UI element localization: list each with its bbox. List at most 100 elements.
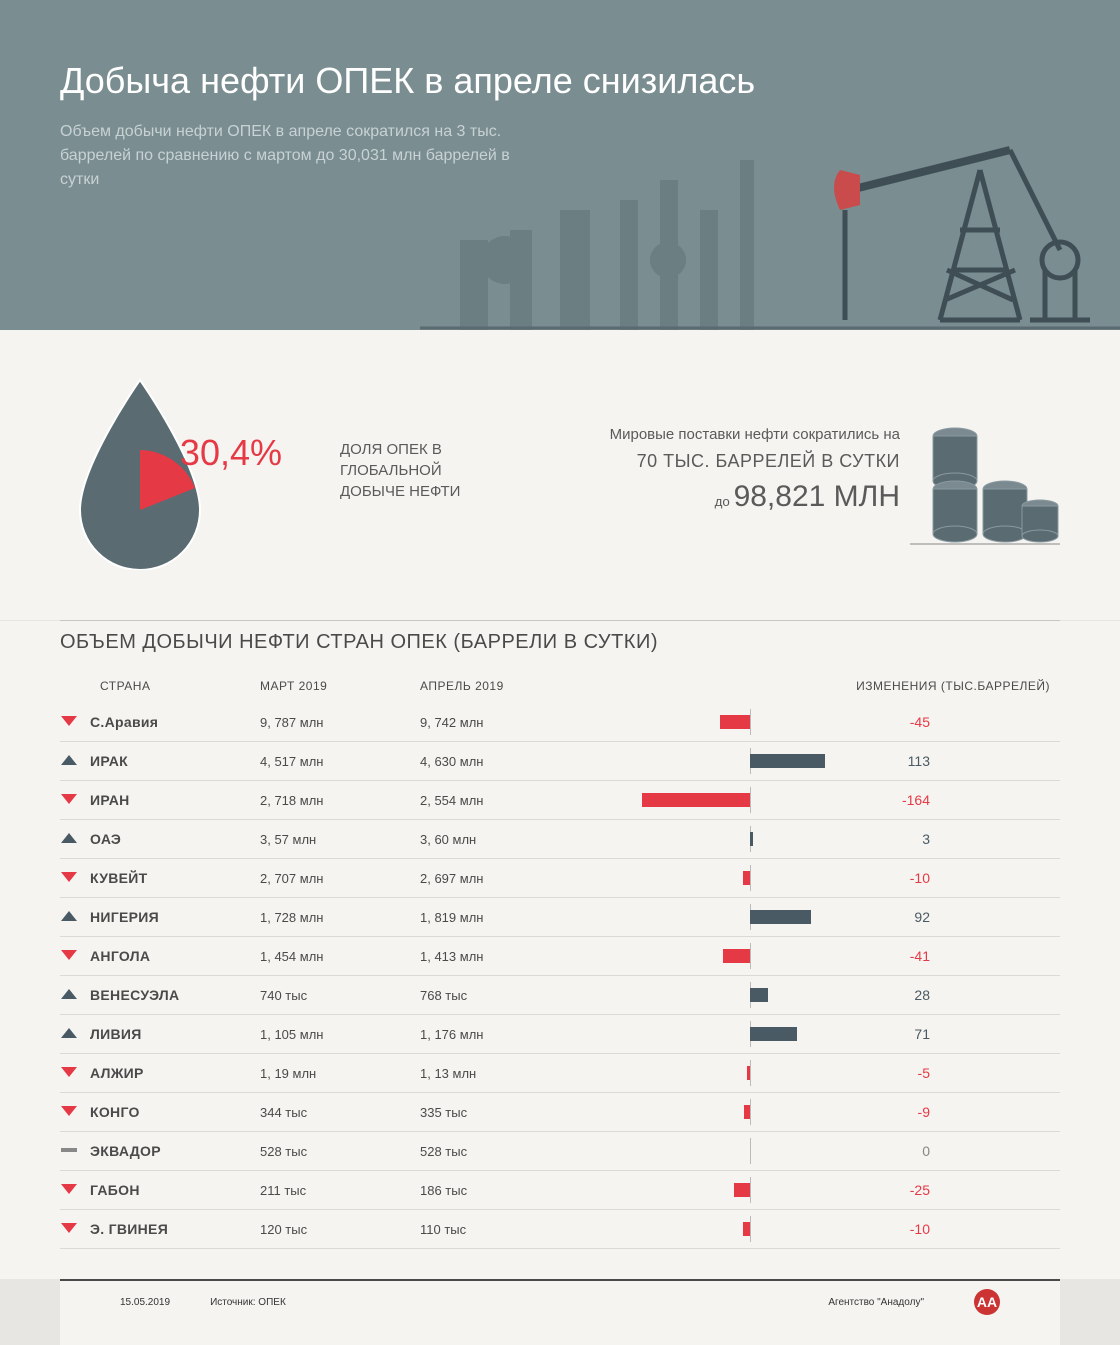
delta-value: 3: [860, 831, 940, 847]
delta-value: -10: [860, 870, 940, 886]
country-name: ВЕНЕСУЭЛА: [90, 987, 179, 1003]
delta-bar: [580, 869, 860, 887]
country-name: ЭКВАДОР: [90, 1143, 161, 1159]
trend-arrow-icon: [60, 1065, 78, 1082]
delta-bar: [580, 986, 860, 1004]
delta-bar: [580, 791, 860, 809]
table-header-row: СТРАНА МАРТ 2019 АПРЕЛЬ 2019 ИЗМЕНЕНИЯ (…: [60, 679, 1060, 703]
country-cell: ИРАК: [60, 753, 260, 770]
delta-value: -25: [860, 1182, 940, 1198]
april-value: 1, 13 млн: [420, 1066, 580, 1081]
trend-arrow-icon: [60, 870, 78, 887]
country-cell: ЭКВАДОР: [60, 1143, 260, 1160]
delta-value: 71: [860, 1026, 940, 1042]
april-value: 2, 697 млн: [420, 871, 580, 886]
table-row: ИРАН 2, 718 млн 2, 554 млн -164: [60, 781, 1060, 820]
col-country: СТРАНА: [60, 679, 260, 693]
delta-bar: [580, 947, 860, 965]
table-row: ЭКВАДОР 528 тыс 528 тыс 0: [60, 1132, 1060, 1171]
april-value: 528 тыс: [420, 1144, 580, 1159]
table-row: КОНГО 344 тыс 335 тыс -9: [60, 1093, 1060, 1132]
march-value: 3, 57 млн: [260, 832, 420, 847]
april-value: 1, 413 млн: [420, 949, 580, 964]
country-name: ЛИВИЯ: [90, 1026, 142, 1042]
country-name: АЛЖИР: [90, 1065, 144, 1081]
delta-bar: [580, 1103, 860, 1121]
delta-bar: [580, 1181, 860, 1199]
table-row: АНГОЛА 1, 454 млн 1, 413 млн -41: [60, 937, 1060, 976]
table-row: ГАБОН 211 тыс 186 тыс -25: [60, 1171, 1060, 1210]
april-value: 110 тыс: [420, 1222, 580, 1237]
delta-value: -9: [860, 1104, 940, 1120]
country-name: КОНГО: [90, 1104, 140, 1120]
trend-arrow-icon: [60, 714, 78, 731]
delta-value: -10: [860, 1221, 940, 1237]
delta-value: -5: [860, 1065, 940, 1081]
country-name: АНГОЛА: [90, 948, 150, 964]
delta-bar: [580, 713, 860, 731]
delta-bar: [580, 1025, 860, 1043]
delta-bar: [580, 752, 860, 770]
march-value: 1, 105 млн: [260, 1027, 420, 1042]
world-supply-prefix: до: [715, 494, 734, 509]
march-value: 740 тыс: [260, 988, 420, 1003]
world-supply-line3: до 98,821 МЛН: [610, 480, 900, 514]
trend-arrow-icon: [60, 1104, 78, 1121]
country-name: ИРАК: [90, 753, 128, 769]
delta-bar: [580, 1142, 860, 1160]
hero-title: Добыча нефти ОПЕК в апреле снизилась: [60, 60, 1060, 102]
country-name: ОАЭ: [90, 831, 121, 847]
country-cell: АЛЖИР: [60, 1065, 260, 1082]
production-table-section: ОБЪЕМ ДОБЫЧИ НЕФТИ СТРАН ОПЕК (БАРРЕЛИ В…: [0, 621, 1120, 1279]
march-value: 2, 718 млн: [260, 793, 420, 808]
country-name: С.Аравия: [90, 714, 158, 730]
trend-arrow-icon: [60, 987, 78, 1004]
delta-value: -41: [860, 948, 940, 964]
table-row: ВЕНЕСУЭЛА 740 тыс 768 тыс 28: [60, 976, 1060, 1015]
trend-arrow-icon: [60, 792, 78, 809]
country-name: ИРАН: [90, 792, 130, 808]
march-value: 120 тыс: [260, 1222, 420, 1237]
footer-source: Источник: ОПЕК: [210, 1297, 286, 1308]
oil-rig-art: [420, 110, 1120, 330]
april-value: 1, 819 млн: [420, 910, 580, 925]
trend-arrow-icon: [60, 753, 78, 770]
delta-value: -164: [860, 792, 940, 808]
country-cell: ЛИВИЯ: [60, 1026, 260, 1043]
footer-date: 15.05.2019: [120, 1297, 170, 1308]
world-supply-block: Мировые поставки нефти сократились на 70…: [610, 426, 1060, 514]
country-cell: ГАБОН: [60, 1182, 260, 1199]
april-value: 2, 554 млн: [420, 793, 580, 808]
col-change: ИЗМЕНЕНИЯ (ТЫС.БАРРЕЛЕЙ): [580, 679, 1060, 693]
march-value: 344 тыс: [260, 1105, 420, 1120]
col-april: АПРЕЛЬ 2019: [420, 679, 580, 693]
delta-value: 0: [860, 1143, 940, 1159]
delta-value: 92: [860, 909, 940, 925]
march-value: 4, 517 млн: [260, 754, 420, 769]
april-value: 768 тыс: [420, 988, 580, 1003]
march-value: 1, 728 млн: [260, 910, 420, 925]
march-value: 1, 19 млн: [260, 1066, 420, 1081]
table-row: ИРАК 4, 517 млн 4, 630 млн 113: [60, 742, 1060, 781]
opec-share-percent: 30,4%: [180, 432, 282, 474]
country-cell: ОАЭ: [60, 831, 260, 848]
country-cell: КУВЕЙТ: [60, 870, 260, 887]
country-cell: КОНГО: [60, 1104, 260, 1121]
delta-value: 113: [860, 753, 940, 769]
country-cell: НИГЕРИЯ: [60, 909, 260, 926]
footer-agency: Агентство "Анадолу": [828, 1297, 924, 1308]
trend-arrow-icon: [60, 948, 78, 965]
delta-value: 28: [860, 987, 940, 1003]
table-row: С.Аравия 9, 787 млн 9, 742 млн -45: [60, 703, 1060, 742]
agency-logo-icon: AA: [974, 1289, 1000, 1315]
march-value: 528 тыс: [260, 1144, 420, 1159]
country-name: НИГЕРИЯ: [90, 909, 159, 925]
april-value: 335 тыс: [420, 1105, 580, 1120]
table-row: КУВЕЙТ 2, 707 млн 2, 697 млн -10: [60, 859, 1060, 898]
barrels-icon: [910, 406, 1060, 546]
april-value: 9, 742 млн: [420, 715, 580, 730]
country-name: Э. ГВИНЕЯ: [90, 1221, 168, 1237]
table-title: ОБЪЕМ ДОБЫЧИ НЕФТИ СТРАН ОПЕК (БАРРЕЛИ В…: [60, 631, 1060, 654]
april-value: 3, 60 млн: [420, 832, 580, 847]
march-value: 1, 454 млн: [260, 949, 420, 964]
